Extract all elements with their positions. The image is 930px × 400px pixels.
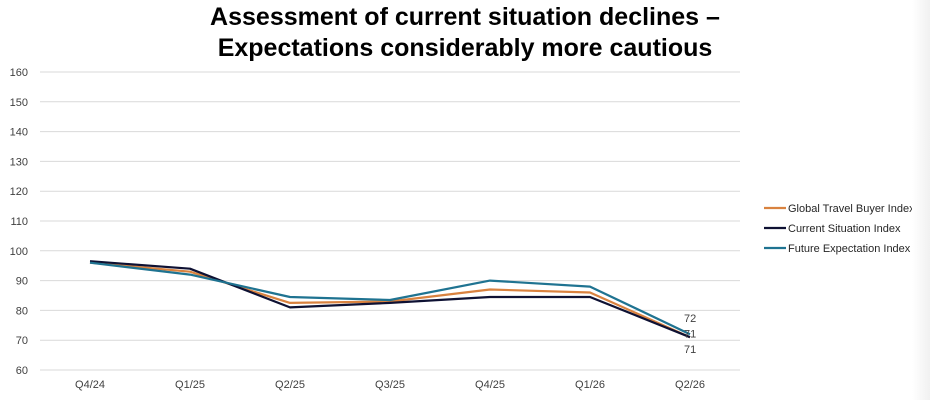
y-tick-label: 160 [10, 67, 28, 79]
series-line-1 [89, 261, 691, 339]
x-tick-label: Q2/26 [675, 379, 705, 391]
legend-label-3: Future Expectation Index [788, 243, 911, 255]
y-tick-label: 80 [16, 305, 28, 317]
y-tick-label: 140 [10, 127, 28, 139]
series-line-3 [89, 261, 691, 336]
x-tick-label: Q1/25 [175, 379, 205, 391]
x-tick-label: Q1/26 [575, 379, 605, 391]
x-tick-label: Q2/25 [275, 379, 305, 391]
x-tick-label: Q4/25 [475, 379, 505, 391]
chart-title-line-1: Assessment of current situation declines… [210, 3, 720, 31]
x-tick-label: Q4/24 [75, 379, 105, 391]
y-tick-label: 150 [10, 97, 28, 109]
data-label-end: 71 [684, 329, 696, 341]
y-tick-label: 100 [10, 246, 28, 258]
y-tick-label: 120 [10, 186, 28, 198]
legend-label-1: Global Travel Buyer Index [788, 203, 915, 215]
y-tick-label: 60 [16, 365, 28, 377]
legend-label-2: Current Situation Index [788, 223, 901, 235]
y-tick-label: 90 [16, 276, 28, 288]
y-tick-label: 130 [10, 156, 28, 168]
data-label-end: 71 [684, 344, 696, 356]
edge-shadow [912, 0, 930, 400]
x-tick-label: Q3/25 [375, 379, 405, 391]
series-line-2 [89, 260, 691, 339]
chart-title: Assessment of current situation declines… [0, 2, 930, 64]
y-tick-label: 110 [10, 216, 28, 228]
y-tick-label: 70 [16, 335, 28, 347]
chart-title-line-2: Expectations considerably more cautious [217, 34, 713, 62]
data-label-end: 72 [684, 313, 696, 325]
